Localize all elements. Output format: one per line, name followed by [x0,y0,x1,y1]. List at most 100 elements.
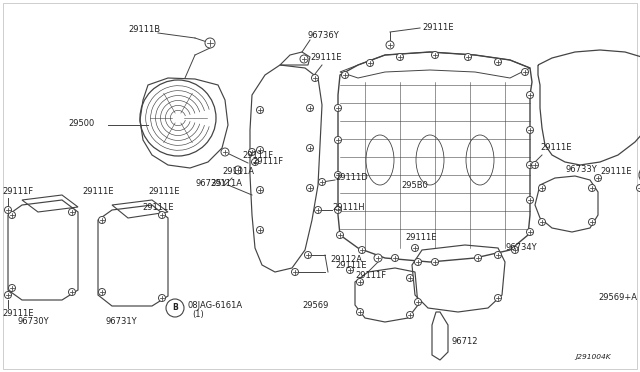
Circle shape [99,289,106,295]
Circle shape [356,308,364,315]
Text: 96734Y: 96734Y [505,244,536,253]
Text: 29569+A: 29569+A [598,294,637,302]
Text: 29111E: 29111E [82,187,113,196]
Circle shape [374,254,382,262]
Text: 96731Y: 96731Y [105,317,136,327]
Text: 29111B: 29111B [128,26,160,35]
Circle shape [495,295,502,301]
Circle shape [342,71,349,78]
Text: 96736Y: 96736Y [308,31,340,39]
Text: 29111H: 29111H [332,203,365,212]
Circle shape [538,185,545,192]
Circle shape [511,247,518,253]
Circle shape [205,38,215,48]
Circle shape [4,292,12,298]
Text: 29569: 29569 [302,301,328,310]
Text: B: B [172,304,178,312]
Text: 29112A: 29112A [330,256,362,264]
Circle shape [527,228,534,235]
Circle shape [257,186,264,193]
Text: 29111F: 29111F [242,151,273,160]
Circle shape [595,174,602,182]
Circle shape [291,269,298,276]
Circle shape [248,148,255,155]
Circle shape [257,227,264,234]
Circle shape [412,244,419,251]
Text: 29111E: 29111E [405,234,436,243]
Circle shape [234,166,242,174]
Circle shape [335,171,342,179]
Text: 29111A: 29111A [222,167,254,176]
Circle shape [8,285,15,292]
Circle shape [495,58,502,65]
Circle shape [257,147,264,154]
Circle shape [68,289,76,295]
Circle shape [99,217,106,224]
Circle shape [415,298,422,305]
Circle shape [307,144,314,151]
Circle shape [527,161,534,169]
Circle shape [527,196,534,203]
Circle shape [367,60,374,67]
Circle shape [335,137,342,144]
Text: 29500: 29500 [68,119,94,128]
Circle shape [335,206,342,214]
Circle shape [68,208,76,215]
Text: 29111E: 29111E [148,187,179,196]
Text: 96733Y: 96733Y [565,166,596,174]
Text: 29111E: 29111E [600,167,632,176]
Circle shape [406,311,413,318]
Text: 96730Y: 96730Y [18,317,50,327]
Circle shape [397,54,403,61]
Circle shape [312,74,319,81]
Circle shape [431,51,438,58]
Circle shape [307,105,314,112]
Text: 96712: 96712 [452,337,479,346]
Circle shape [527,92,534,99]
Circle shape [8,212,15,218]
Circle shape [392,254,399,262]
Circle shape [589,185,595,192]
Circle shape [531,161,538,169]
Circle shape [522,68,529,76]
Text: 29111E: 29111E [310,54,342,62]
Circle shape [538,218,545,225]
Circle shape [358,247,365,253]
Circle shape [356,279,364,285]
Circle shape [495,251,502,259]
Circle shape [589,218,595,225]
Text: J291004K: J291004K [575,354,611,360]
Circle shape [431,259,438,266]
Circle shape [527,126,534,134]
Circle shape [386,41,394,49]
Circle shape [4,206,12,214]
Text: 295B0: 295B0 [401,180,428,189]
Circle shape [406,275,413,282]
Text: 29111F: 29111F [355,270,386,279]
Text: (1): (1) [192,311,204,320]
Circle shape [159,295,166,301]
Text: 29111F: 29111F [252,157,283,167]
Text: 29111E: 29111E [335,260,367,269]
Text: 29111E: 29111E [422,22,454,32]
Circle shape [305,251,312,259]
Circle shape [159,212,166,218]
Text: 29111E: 29111E [540,144,572,153]
Text: 08JAG-6161A: 08JAG-6161A [187,301,242,310]
Circle shape [337,231,344,238]
Circle shape [474,254,481,262]
Text: 29111E: 29111E [2,308,33,317]
Circle shape [637,185,640,192]
Circle shape [465,54,472,61]
Circle shape [415,259,422,266]
Circle shape [257,106,264,113]
Text: 29111A: 29111A [210,179,242,187]
Circle shape [300,55,308,63]
Text: 29111F: 29111F [2,187,33,196]
Circle shape [319,179,326,186]
Circle shape [346,266,353,273]
Text: 96735Y: 96735Y [195,179,227,187]
Circle shape [335,105,342,112]
Circle shape [307,185,314,192]
Circle shape [314,206,321,214]
